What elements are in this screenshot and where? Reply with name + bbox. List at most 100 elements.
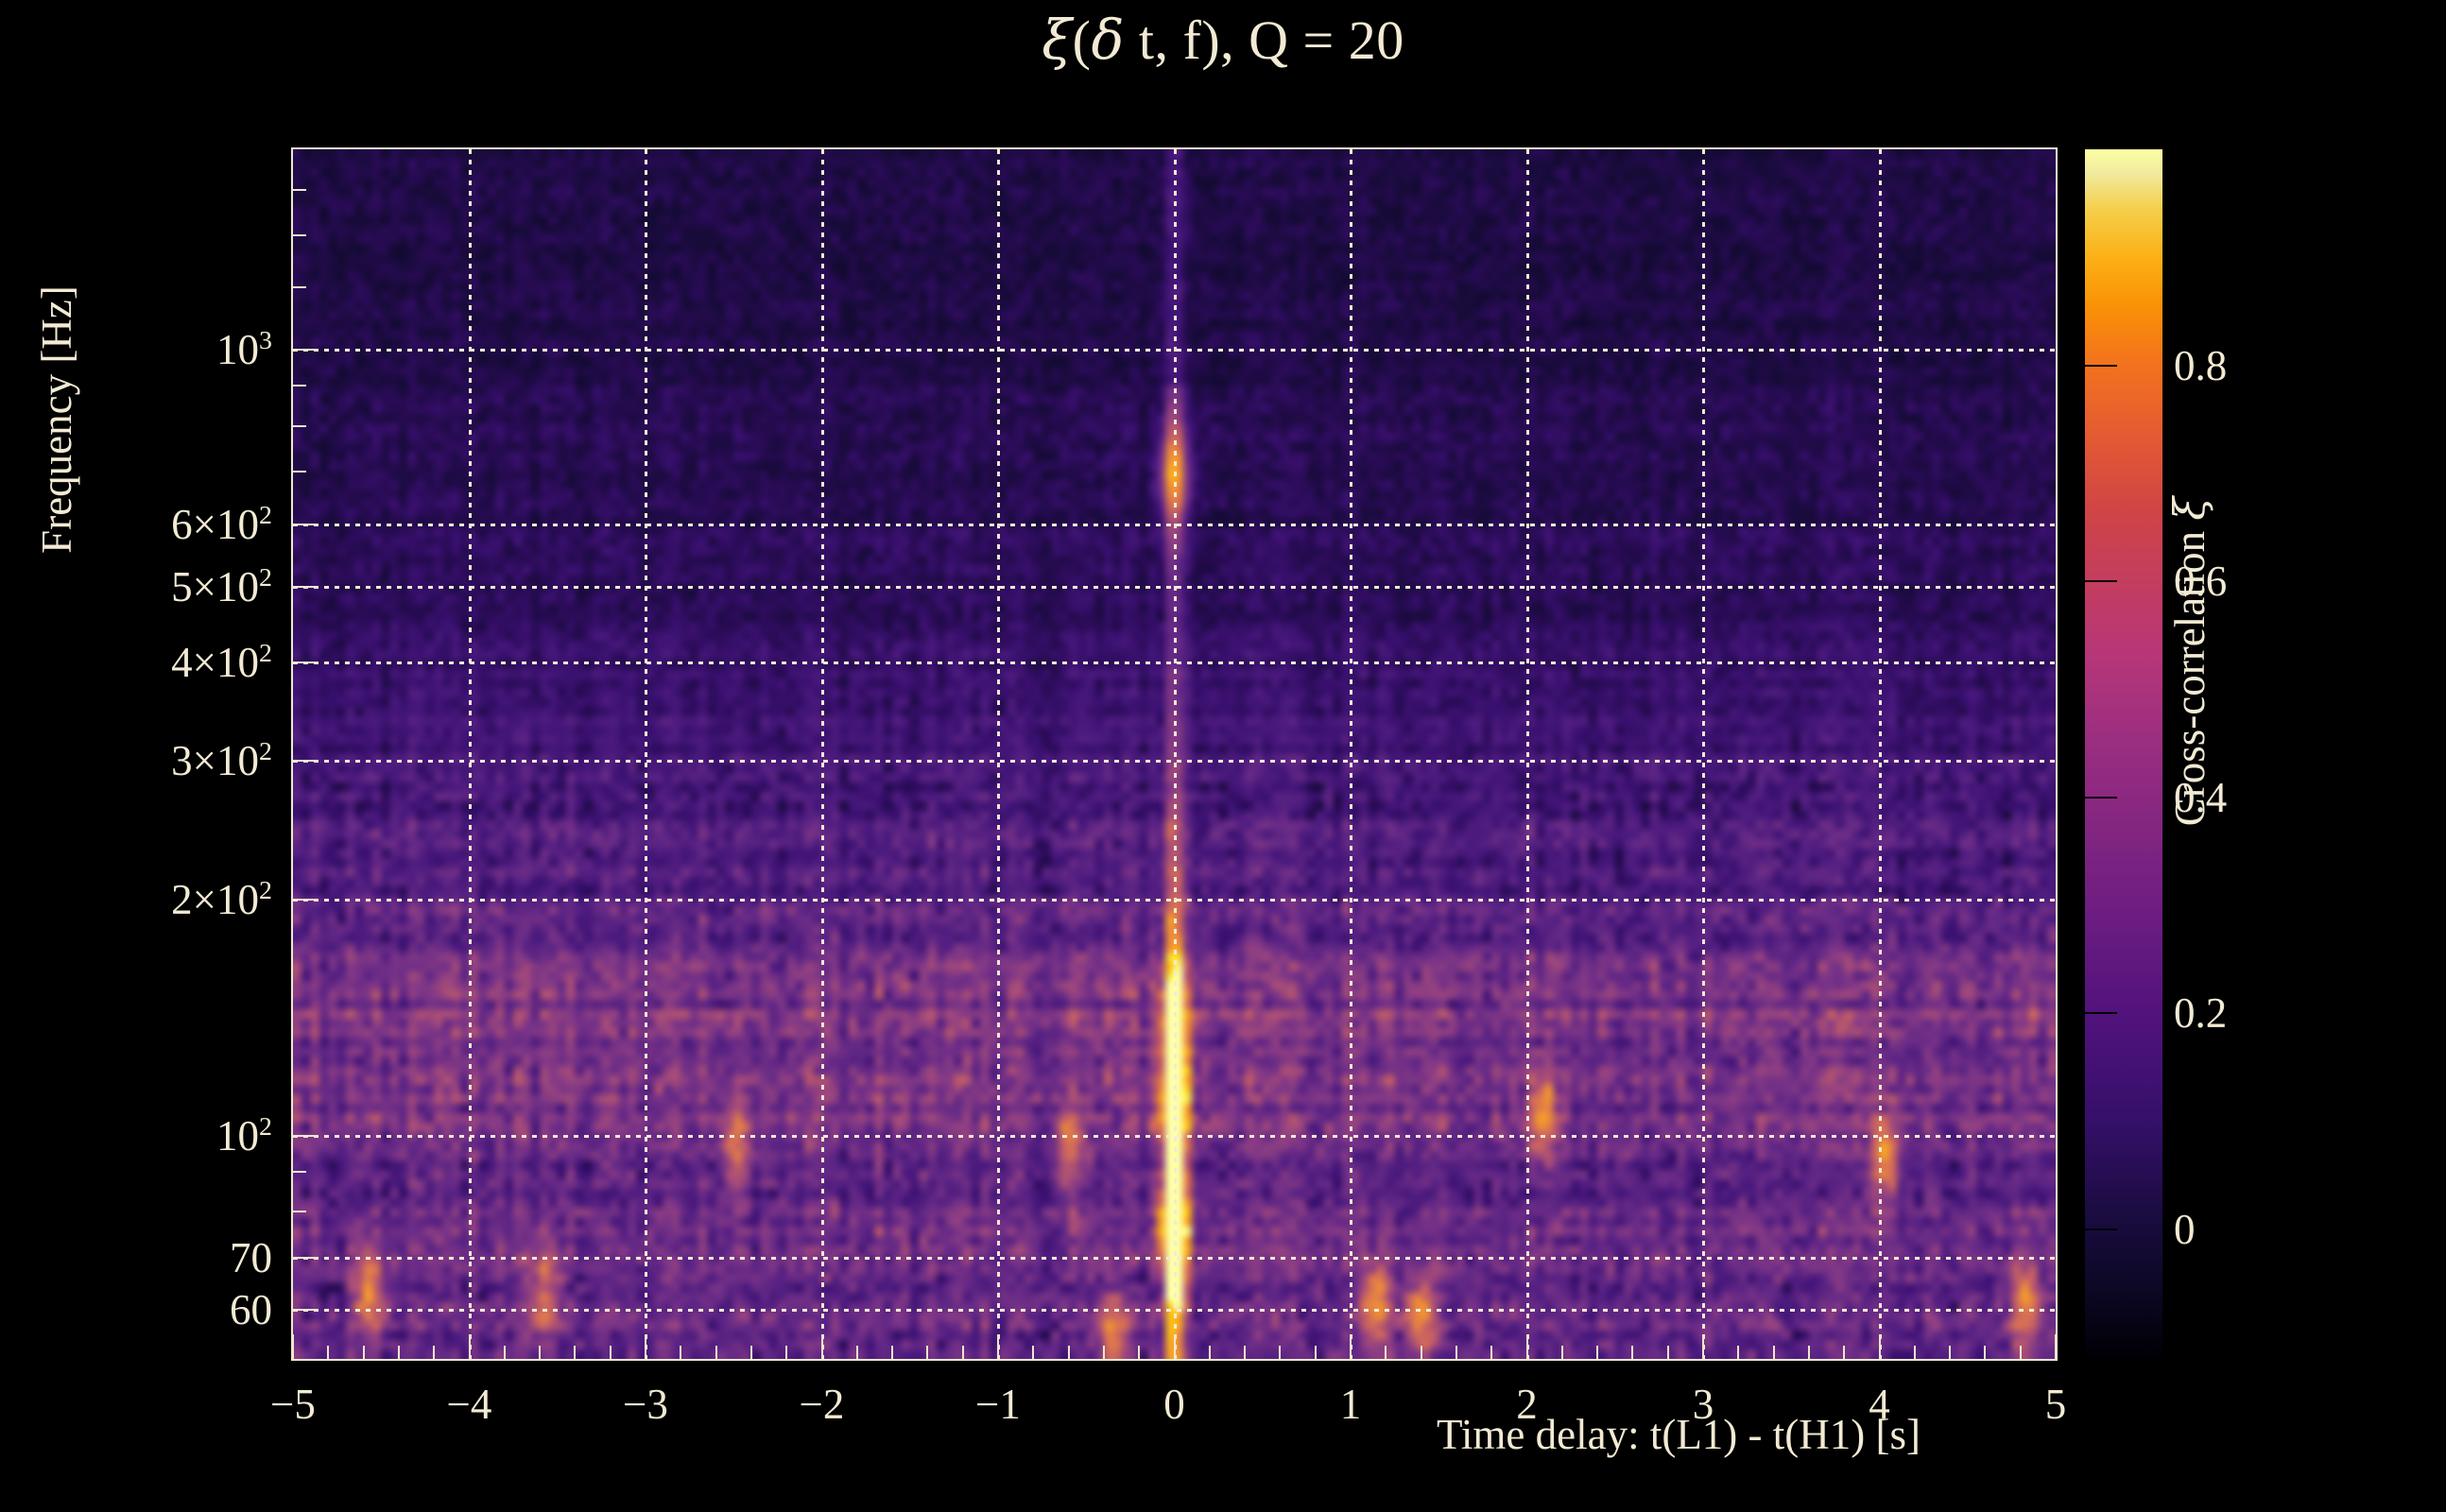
x-tick-mark bbox=[645, 1334, 646, 1359]
x-minor-tick bbox=[1279, 1346, 1282, 1359]
x-minor-tick bbox=[1843, 1346, 1846, 1359]
colorbar-tick-label: 0.2 bbox=[2174, 989, 2228, 1038]
colorbar-tick-mark bbox=[2085, 364, 2117, 367]
colorbar-tick-mark bbox=[2085, 1012, 2117, 1015]
y-tick-label: 5×102 bbox=[171, 562, 272, 610]
x-minor-tick bbox=[1949, 1346, 1952, 1359]
y-minor-tick bbox=[293, 585, 306, 588]
y-tick-label: 60 bbox=[230, 1286, 272, 1334]
x-minor-tick bbox=[539, 1346, 542, 1359]
x-tick-mark bbox=[468, 1334, 471, 1359]
y-minor-tick bbox=[293, 662, 306, 664]
y-minor-tick bbox=[293, 1256, 306, 1259]
x-tick-label: 2 bbox=[1516, 1381, 1538, 1428]
x-tick-mark bbox=[292, 1334, 294, 1359]
colorbar bbox=[2085, 149, 2162, 1359]
x-minor-tick bbox=[1631, 1346, 1634, 1359]
y-minor-tick bbox=[293, 1309, 306, 1312]
x-tick-label: 4 bbox=[1869, 1381, 1890, 1428]
colorbar-tick-label: 0.6 bbox=[2174, 558, 2228, 606]
x-minor-tick bbox=[433, 1346, 436, 1359]
y-minor-tick bbox=[293, 1170, 306, 1173]
plot-title: ξ(δ t, f), Q = 20 bbox=[1042, 8, 1404, 72]
x-minor-tick bbox=[1772, 1346, 1775, 1359]
x-tick-label: −5 bbox=[270, 1381, 316, 1428]
x-minor-tick bbox=[1666, 1346, 1669, 1359]
x-tick-mark bbox=[1525, 1334, 1528, 1359]
x-minor-tick bbox=[1244, 1346, 1247, 1359]
y-tick-label: 2×102 bbox=[171, 875, 272, 923]
x-minor-tick bbox=[926, 1346, 929, 1359]
gridline-vertical bbox=[645, 149, 647, 1359]
colorbar-tick-mark bbox=[2085, 580, 2117, 583]
x-tick-mark bbox=[2055, 1334, 2057, 1359]
colorbar-tick-mark bbox=[2085, 1228, 2117, 1230]
x-tick-mark bbox=[997, 1334, 999, 1359]
y-minor-tick bbox=[293, 188, 306, 191]
gridline-horizontal bbox=[293, 349, 2056, 352]
y-tick-label: 3×102 bbox=[171, 737, 272, 785]
x-minor-tick bbox=[1067, 1346, 1070, 1359]
x-minor-tick bbox=[1032, 1346, 1035, 1359]
x-tick-label: 1 bbox=[1339, 1381, 1362, 1428]
gridline-vertical bbox=[1350, 149, 1352, 1359]
x-tick-mark bbox=[1173, 1334, 1176, 1359]
gridline-vertical bbox=[468, 149, 472, 1359]
y-minor-tick bbox=[293, 1211, 306, 1213]
x-tick-mark bbox=[820, 1334, 823, 1359]
x-tick-label: −3 bbox=[623, 1381, 668, 1428]
gridline-vertical bbox=[997, 149, 1000, 1359]
x-minor-tick bbox=[961, 1346, 964, 1359]
y-tick-label: 70 bbox=[230, 1233, 272, 1281]
y-axis-title: Frequency [Hz] bbox=[33, 285, 80, 554]
colorbar-tick-label: 0 bbox=[2174, 1205, 2196, 1253]
x-tick-label: 0 bbox=[1163, 1381, 1185, 1428]
gridline-horizontal bbox=[293, 1256, 2056, 1260]
gridline-vertical bbox=[1878, 149, 1882, 1359]
x-minor-tick bbox=[362, 1346, 365, 1359]
x-tick-label: 3 bbox=[1692, 1381, 1714, 1428]
plot-area bbox=[293, 149, 2056, 1359]
gridline-horizontal bbox=[293, 1134, 2056, 1138]
x-minor-tick bbox=[1420, 1346, 1422, 1359]
x-minor-tick bbox=[891, 1346, 894, 1359]
x-minor-tick bbox=[1807, 1346, 1810, 1359]
x-tick-label: 5 bbox=[2044, 1381, 2067, 1428]
colorbar-title: Cross-correlation ξ bbox=[2164, 496, 2214, 827]
x-minor-tick bbox=[609, 1346, 612, 1359]
x-minor-tick bbox=[1984, 1346, 1987, 1359]
x-minor-tick bbox=[749, 1346, 752, 1359]
x-tick-mark bbox=[1878, 1334, 1881, 1359]
x-minor-tick bbox=[1385, 1346, 1387, 1359]
x-minor-tick bbox=[1913, 1346, 1916, 1359]
y-minor-tick bbox=[293, 233, 306, 236]
x-minor-tick bbox=[785, 1346, 788, 1359]
x-tick-label: −1 bbox=[975, 1381, 1021, 1428]
y-minor-tick bbox=[293, 286, 306, 289]
gridline-horizontal bbox=[293, 585, 2056, 589]
y-tick-label: 6×102 bbox=[171, 500, 272, 548]
x-minor-tick bbox=[2019, 1346, 2022, 1359]
gridline-vertical bbox=[1525, 149, 1529, 1359]
x-tick-label: −2 bbox=[799, 1381, 845, 1428]
y-tick-label: 4×102 bbox=[171, 639, 272, 687]
x-minor-tick bbox=[503, 1346, 506, 1359]
x-minor-tick bbox=[1138, 1346, 1141, 1359]
x-minor-tick bbox=[1102, 1346, 1105, 1359]
y-minor-tick bbox=[293, 760, 306, 763]
x-minor-tick bbox=[1314, 1346, 1317, 1359]
x-minor-tick bbox=[1455, 1346, 1457, 1359]
y-tick-label: 103 bbox=[216, 326, 272, 374]
y-minor-tick bbox=[293, 1134, 306, 1137]
gridline-horizontal bbox=[293, 662, 2056, 665]
gridline-horizontal bbox=[293, 1309, 2056, 1313]
y-minor-tick bbox=[293, 523, 306, 525]
gridline-vertical bbox=[820, 149, 824, 1359]
x-tick-mark bbox=[1350, 1334, 1352, 1359]
y-minor-tick bbox=[293, 898, 306, 901]
y-minor-tick bbox=[293, 349, 306, 352]
gridline-horizontal bbox=[293, 523, 2056, 526]
gridline-vertical bbox=[1173, 149, 1177, 1359]
x-minor-tick bbox=[680, 1346, 682, 1359]
